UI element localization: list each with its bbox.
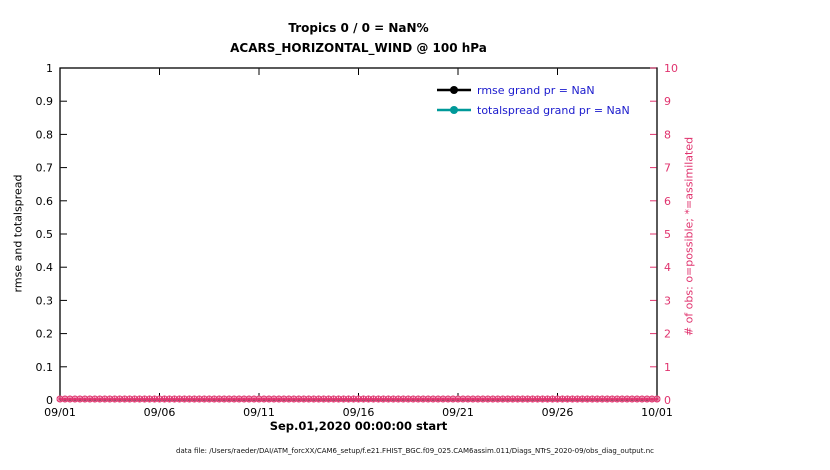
tick-label: 0.7 [36,162,54,175]
tick-label: 1 [46,62,53,75]
plot-subtitle: ACARS_HORIZONTAL_WIND @ 100 hPa [230,41,487,55]
legend: rmse grand pr = NaN totalspread grand pr… [437,80,630,120]
tick-label: 7 [664,162,671,175]
tick-label: 09/26 [542,406,574,419]
tick-label: 9 [664,95,671,108]
tick-label: 0 [46,394,53,407]
tick-label: 10 [664,62,678,75]
totalspread-line-marker-icon [437,106,471,114]
tick-label: 0 [664,394,671,407]
tick-label: 0.4 [36,261,54,274]
legend-entry-totalspread: totalspread grand pr = NaN [437,100,630,120]
tick-label: 09/01 [44,406,76,419]
data-file-caption: data file: /Users/raeder/DAI/ATM_forcXX/… [176,447,654,455]
obs-count-markers [56,395,661,403]
tick-label: 1 [664,361,671,374]
tick-label: 0.9 [36,95,54,108]
legend-entry-rmse: rmse grand pr = NaN [437,80,630,100]
tick-label: 09/06 [144,406,176,419]
tick-label: 6 [664,195,671,208]
x-axis-label: Sep.01,2020 00:00:00 start [269,419,448,433]
tick-label: 0.6 [36,195,54,208]
y-axis-label-left: rmse and totalspread [11,174,25,293]
tick-label: 09/21 [442,406,474,419]
y-axis-label-right: # of obs: o=possible; *=assimilated [682,136,696,337]
tick-label: 8 [664,128,671,141]
y-axis-right-ticks [650,67,657,401]
tick-label: 0.3 [36,294,54,307]
tick-label: 3 [664,294,671,307]
legend-label-rmse: rmse grand pr = NaN [477,83,595,97]
plot-title: Tropics 0 / 0 = NaN% [288,21,429,35]
rmse-line-marker-icon [437,86,471,94]
tick-label: 09/11 [243,406,275,419]
y-axis-left-ticks [60,67,67,401]
tick-label: 0.5 [36,228,54,241]
tick-label: 0.2 [36,328,54,341]
tick-label: 10/01 [641,406,673,419]
tick-label: 2 [664,328,671,341]
tick-label: 0.1 [36,361,54,374]
tick-label: 09/16 [343,406,375,419]
tick-label: 0.8 [36,128,54,141]
legend-label-totalspread: totalspread grand pr = NaN [477,103,630,117]
tick-label: 5 [664,228,671,241]
tick-label: 4 [664,261,671,274]
